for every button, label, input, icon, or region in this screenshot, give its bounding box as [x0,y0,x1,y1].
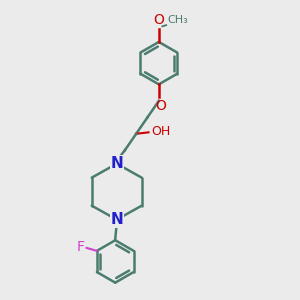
Text: OH: OH [152,125,171,138]
Text: CH₃: CH₃ [167,15,188,25]
Text: N: N [110,156,123,171]
Text: F: F [76,240,85,254]
Text: O: O [153,13,164,27]
Text: O: O [155,99,166,113]
Text: N: N [110,212,123,227]
